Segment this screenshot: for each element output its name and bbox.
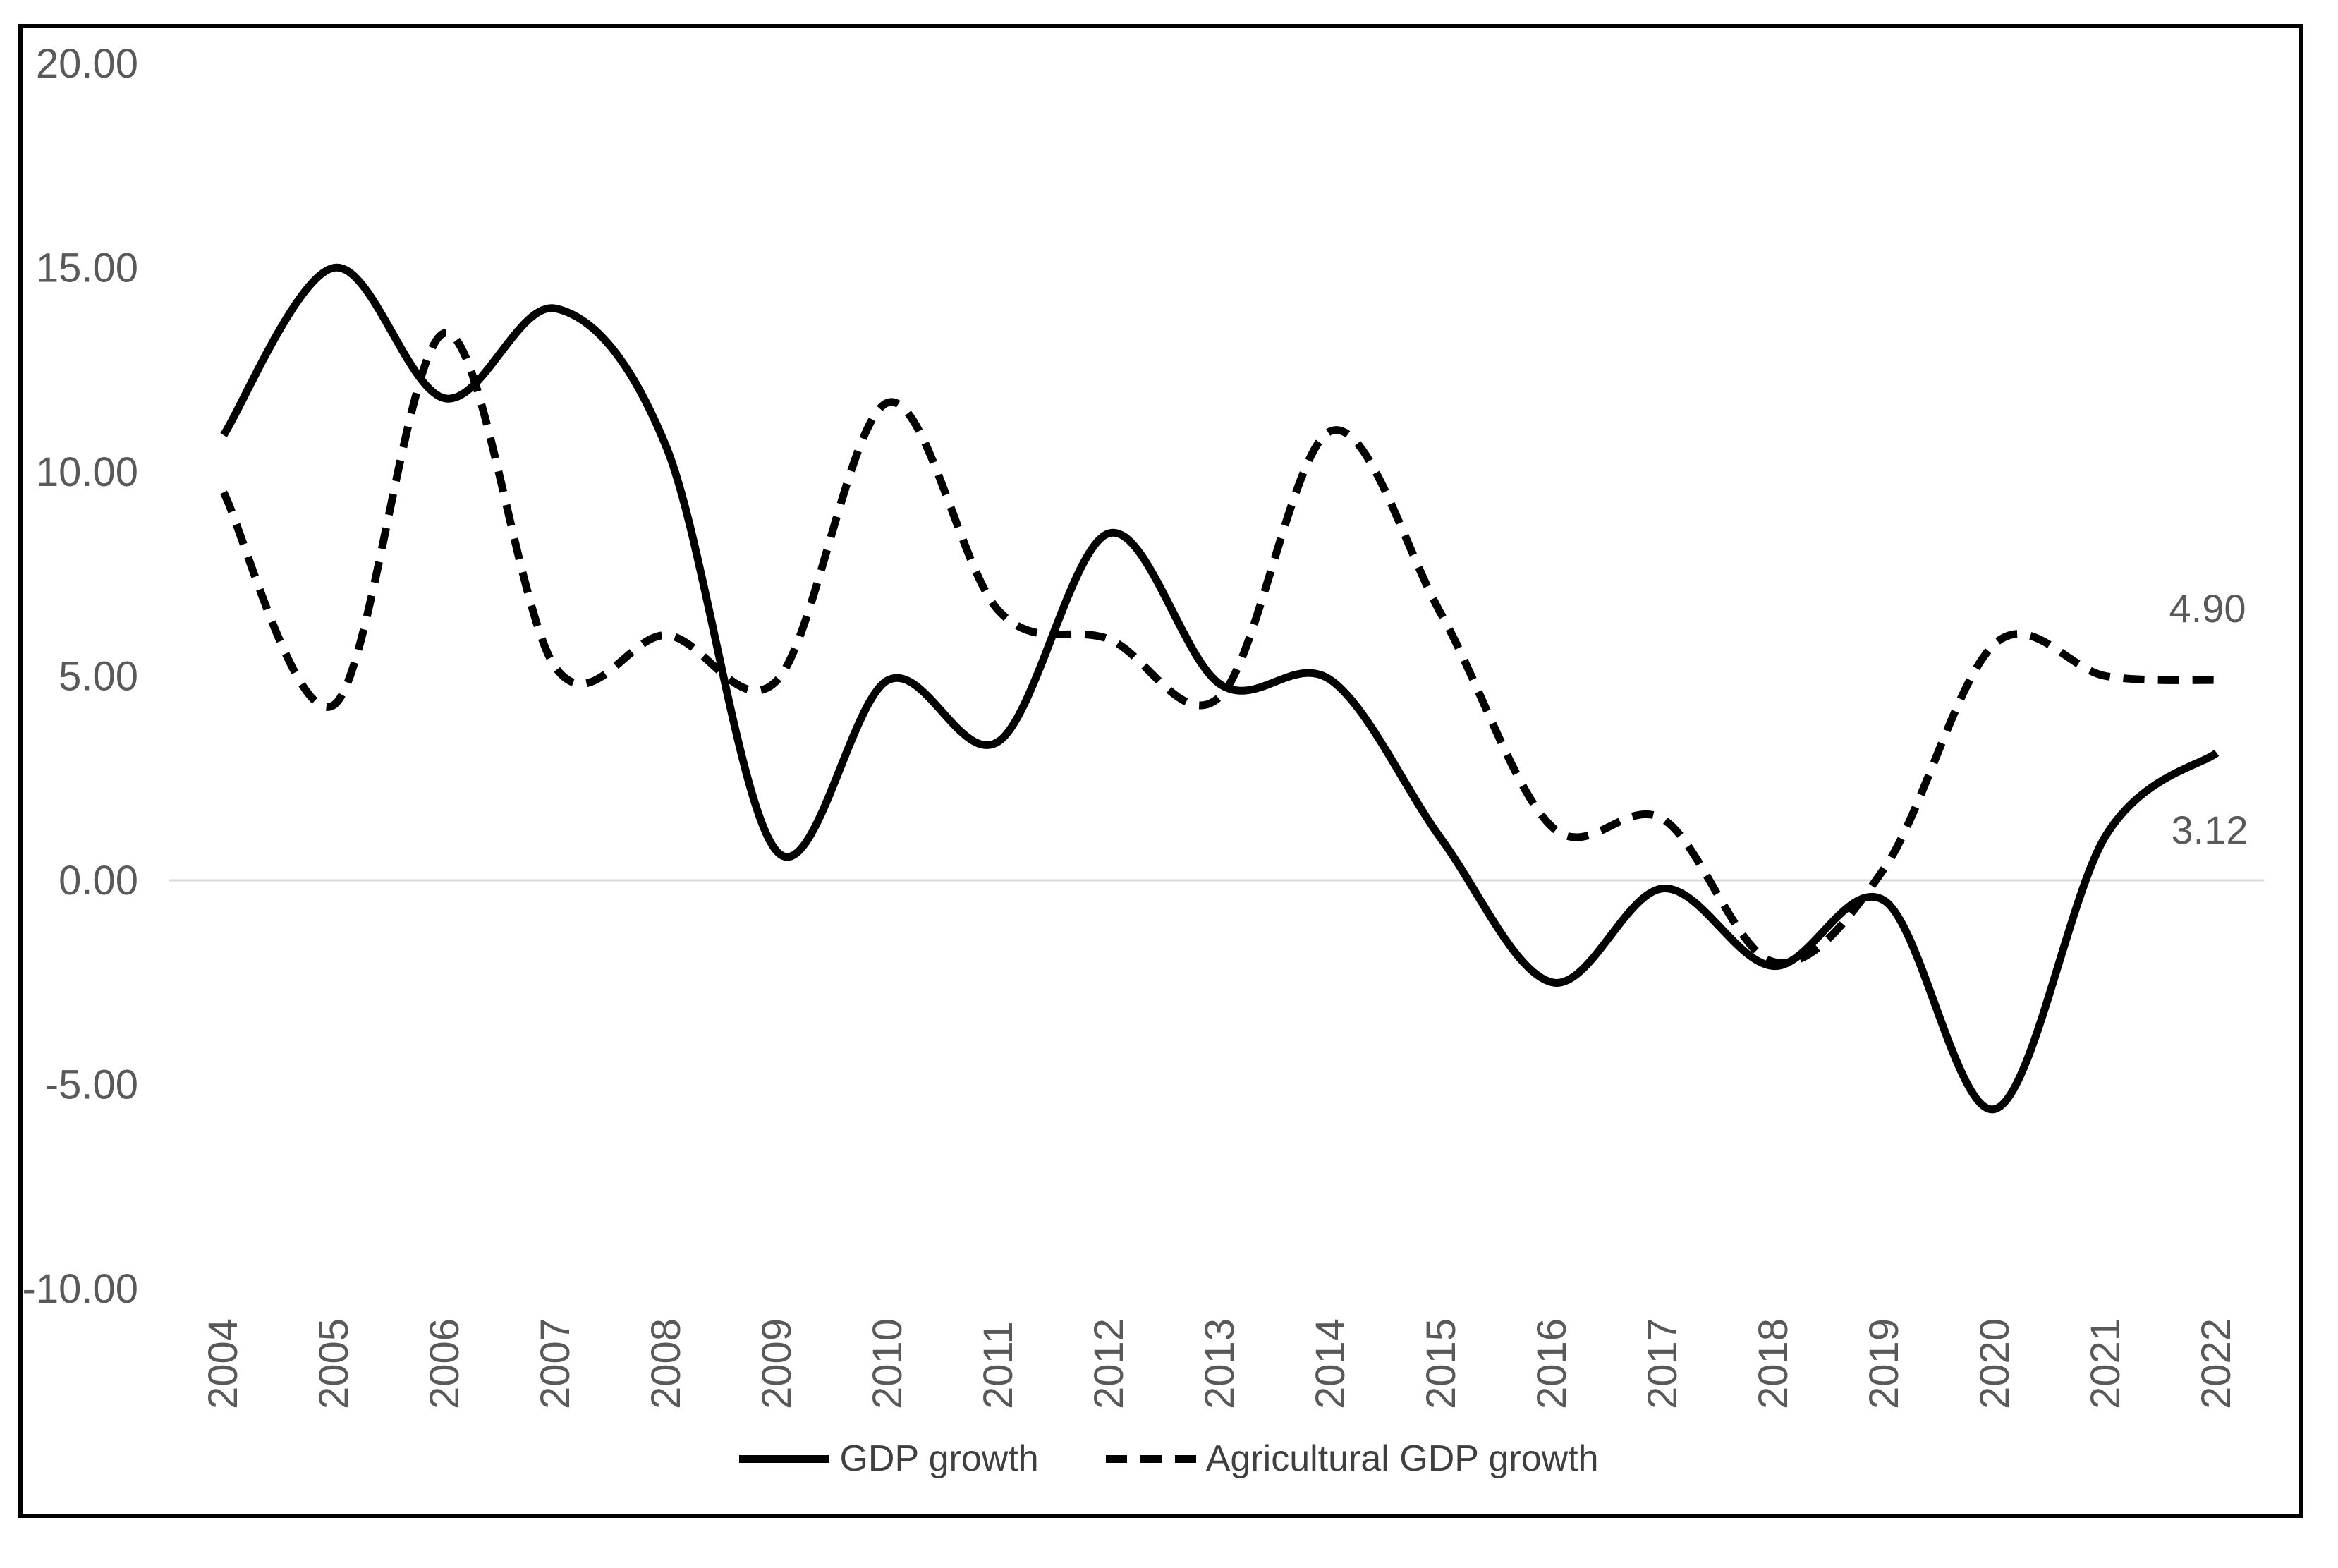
x-axis-tick-label: 2014 <box>1308 1318 1353 1409</box>
x-axis-tick-label: 2008 <box>643 1318 689 1409</box>
y-axis-tick-label: 5.00 <box>59 654 138 700</box>
x-axis-tick-label: 2010 <box>865 1318 911 1409</box>
dashed-line-swatch-icon <box>1105 1454 1196 1463</box>
gdp-growth-line <box>220 263 2220 1113</box>
legend-label-gdp-growth: GDP growth <box>839 1438 1039 1479</box>
x-axis-tick-label: 2016 <box>1529 1318 1575 1409</box>
x-axis-tick-label: 2013 <box>1197 1318 1243 1409</box>
x-axis-tick-label: 2018 <box>1751 1318 1796 1409</box>
x-axis-tick-label: 2020 <box>1972 1318 2018 1409</box>
y-axis-tick-label: -10.00 <box>23 1266 138 1312</box>
x-axis-tick-label: 2021 <box>2083 1318 2129 1409</box>
data-label-gdp-growth: 3.12 <box>2171 808 2248 852</box>
y-axis-tick-label: 10.00 <box>36 449 138 495</box>
x-axis-tick-label: 2005 <box>311 1318 357 1409</box>
data-label-agricultural-gdp-growth: 4.90 <box>2169 586 2246 631</box>
x-axis-tick-label: 2012 <box>1086 1318 1132 1409</box>
solid-line-swatch-icon <box>739 1454 830 1463</box>
legend-entry-agricultural-gdp-growth: Agricultural GDP growth <box>1105 1438 1599 1480</box>
x-axis-tick-label: 2009 <box>754 1318 800 1409</box>
legend-entry-gdp-growth: GDP growth <box>739 1438 1039 1480</box>
x-axis-tick-label: 2004 <box>200 1318 246 1409</box>
x-axis-tick-label: 2006 <box>422 1318 468 1409</box>
y-axis-tick-label: -5.00 <box>45 1062 138 1108</box>
legend: GDP growth Agricultural GDP growth <box>0 1438 2338 1480</box>
x-axis-tick-label: 2022 <box>2193 1318 2239 1409</box>
x-axis-tick-label: 2019 <box>1861 1318 1907 1409</box>
x-axis-tick-label: 2011 <box>975 1321 1021 1409</box>
x-axis-tick-label: 2017 <box>1640 1318 1686 1409</box>
x-axis-tick-label: 2015 <box>1418 1318 1464 1409</box>
agricultural-gdp-growth-line <box>220 329 2217 967</box>
y-axis-tick-label: 15.00 <box>36 245 138 291</box>
y-axis-tick-label: 0.00 <box>59 858 138 904</box>
legend-label-agricultural-gdp-growth: Agricultural GDP growth <box>1205 1438 1599 1479</box>
y-axis-tick-label: 20.00 <box>36 41 138 87</box>
chart-border <box>18 24 2303 1518</box>
x-axis-tick-label: 2007 <box>532 1318 578 1409</box>
